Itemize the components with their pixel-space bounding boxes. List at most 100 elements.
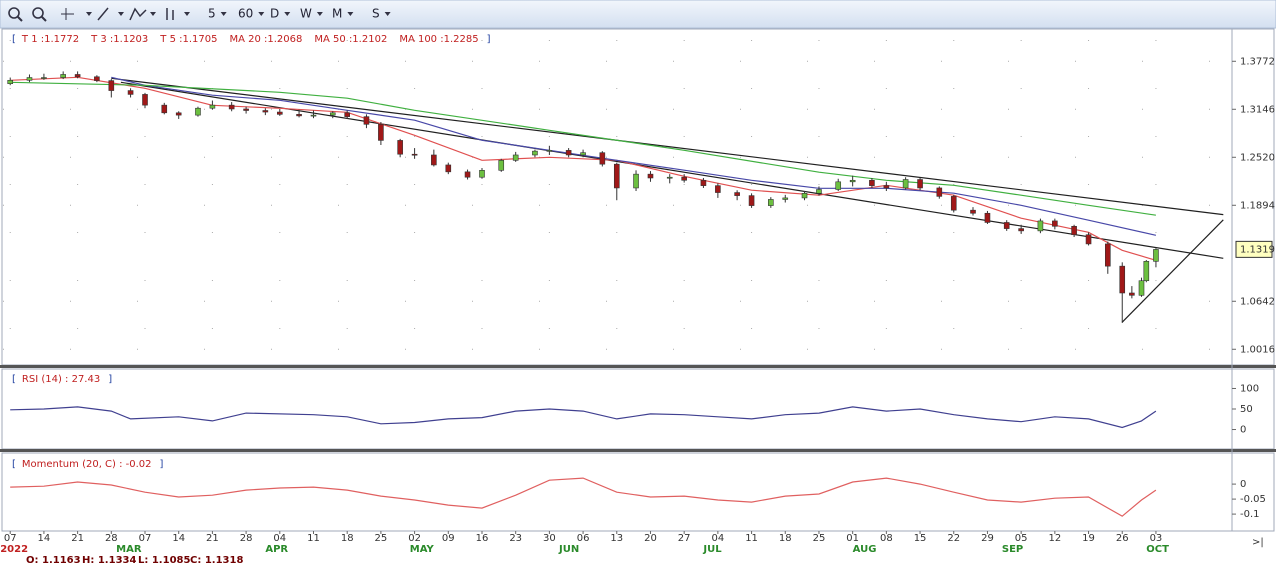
legend-entry: T 1 :1.1772 — [21, 34, 79, 45]
y-tick-label: 1.1894 — [1240, 200, 1275, 211]
ohlc-label: H: 1.1334 — [82, 555, 136, 566]
ohlc-label: O: 1.1163 — [26, 555, 81, 566]
panel-divider — [0, 365, 1276, 368]
legend-entry: T 5 :1.1705 — [159, 34, 217, 45]
legend-bracket: ] — [160, 459, 164, 470]
x-tick-label: 04 — [273, 533, 286, 544]
legend-bracket: ] — [487, 34, 491, 45]
indicator-line — [10, 406, 1157, 429]
candle-body — [1003, 222, 1010, 229]
candle-body — [74, 74, 81, 78]
chart-type-tool[interactable] — [166, 8, 190, 20]
toolbar-button[interactable]: 5 — [208, 7, 216, 21]
crosshair-tool[interactable] — [61, 8, 92, 20]
candle-body — [1105, 243, 1111, 267]
x-tick-label: 12 — [1048, 533, 1061, 544]
legend-bracket: ] — [108, 374, 112, 385]
x-tick-label: 18 — [779, 533, 792, 544]
x-tick-label: 21 — [71, 533, 84, 544]
toolbar-button[interactable]: M — [332, 7, 342, 21]
dropdown-arrow — [220, 12, 227, 16]
candle-body — [1143, 261, 1150, 282]
candle-body — [950, 196, 957, 211]
candle-body — [7, 79, 14, 84]
x-tick-label: 16 — [476, 533, 489, 544]
x-tick-label: 05 — [1015, 533, 1028, 544]
legend-bracket: [ — [12, 34, 16, 45]
candle-body — [411, 153, 418, 156]
scroll-end-button[interactable]: >| — [1252, 537, 1264, 548]
last-price-box — [1235, 240, 1273, 258]
x-tick-label: 14 — [172, 533, 185, 544]
candle-body — [869, 179, 875, 186]
candle-body — [228, 104, 235, 110]
x-tick-label: 03 — [1150, 533, 1163, 544]
candle-body — [161, 104, 168, 114]
zoom-in[interactable] — [8, 7, 23, 22]
candle-body — [512, 154, 519, 161]
x-tick-label: 28 — [105, 533, 118, 544]
x-tick-label: 11 — [745, 533, 758, 544]
month-label: AUG — [853, 544, 877, 555]
x-tick-label: 01 — [846, 533, 859, 544]
y-tick-label: 100 — [1240, 383, 1259, 394]
x-tick-label: 19 — [1082, 533, 1095, 544]
candle-body — [142, 94, 148, 106]
candle-body — [883, 185, 890, 189]
candle-body — [633, 173, 639, 189]
toolbar-button[interactable]: 60 — [238, 7, 253, 21]
candle-body — [329, 112, 336, 116]
line-tool[interactable] — [97, 7, 124, 21]
candle-body — [60, 74, 66, 78]
x-tick-label: 27 — [678, 533, 691, 544]
candle-body — [498, 160, 505, 171]
candle-body — [599, 152, 606, 165]
toolbar: 5 60 D W M S — [0, 0, 1276, 29]
candle-body — [580, 152, 586, 156]
last-price-label: 1.1319 — [1240, 244, 1275, 255]
toolbar-button[interactable]: W — [300, 7, 312, 21]
candle-body — [296, 114, 302, 117]
y-tick-label: 1.0642 — [1240, 296, 1275, 307]
toolbar-bg — [0, 0, 1276, 29]
y-tick-label: 1.3146 — [1240, 104, 1275, 115]
dropdown-arrow — [347, 12, 354, 16]
candle-body — [700, 179, 707, 186]
dropdown-arrow — [258, 12, 265, 16]
candle-body — [782, 197, 789, 200]
month-label: JUN — [558, 544, 579, 555]
x-tick-label: 22 — [947, 533, 960, 544]
dropdown-arrow — [316, 12, 323, 16]
candle-body — [532, 150, 538, 156]
indicator-tool[interactable] — [129, 7, 156, 21]
candle-body — [546, 150, 553, 152]
candle-body — [1018, 228, 1024, 232]
price-panel — [1, 28, 1275, 366]
candle-body — [108, 80, 115, 91]
x-tick-label: 08 — [880, 533, 893, 544]
x-tick-label: 13 — [610, 533, 623, 544]
month-label: 2022 — [0, 544, 28, 555]
x-tick-label: 07 — [139, 533, 152, 544]
candle-body — [748, 195, 755, 206]
x-tick-label: 20 — [644, 533, 657, 544]
toolbar-button[interactable]: D — [270, 7, 279, 21]
zoom-out[interactable] — [32, 7, 47, 22]
x-tick-label: 09 — [442, 533, 455, 544]
rsi-panel — [1, 368, 1275, 450]
x-tick-label: 21 — [206, 533, 219, 544]
series-line — [111, 76, 1157, 236]
x-tick-label: 11 — [307, 533, 320, 544]
y-tick-label: -0.05 — [1240, 494, 1266, 505]
x-tick-label: 28 — [240, 533, 253, 544]
dropdown-arrow — [284, 12, 291, 16]
candle-body — [94, 76, 100, 81]
candle-body — [175, 112, 182, 116]
candle-body — [26, 77, 33, 81]
candle-body — [310, 114, 317, 117]
candle-body — [681, 176, 687, 181]
legend-bracket: [ — [12, 374, 16, 385]
candle-body — [970, 209, 976, 214]
toolbar-button[interactable]: S — [372, 7, 380, 21]
